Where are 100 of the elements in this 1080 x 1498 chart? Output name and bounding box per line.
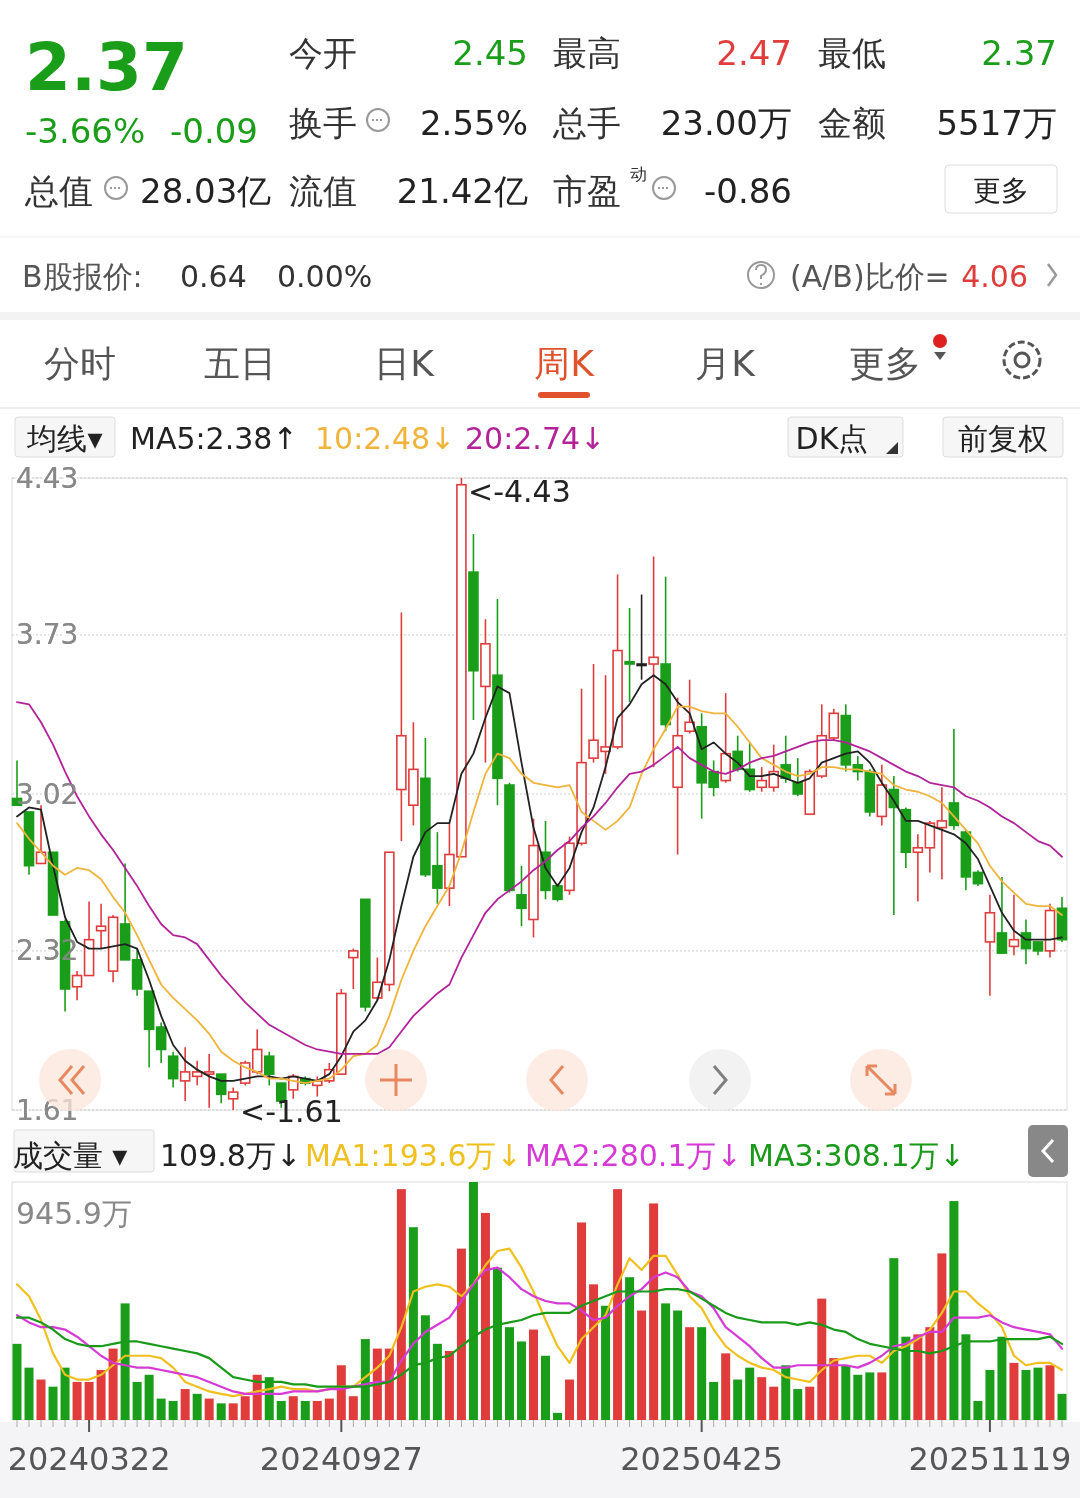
candlestick [936, 786, 948, 880]
bar [348, 1396, 358, 1420]
text: -0.09 [170, 111, 258, 151]
annotation: <-4.43 [468, 474, 571, 509]
y-tick-label: 1.61 [16, 1093, 79, 1127]
text: 总手 [552, 103, 621, 143]
bar [577, 1222, 587, 1420]
text: 总值 [24, 171, 93, 211]
bar [541, 1355, 551, 1420]
text: 日K [374, 343, 436, 384]
text: 4.06 [961, 259, 1028, 294]
annotation: 945.9万 [16, 1196, 132, 1231]
bar [685, 1327, 695, 1420]
text: 周K [534, 343, 596, 384]
bar [853, 1374, 863, 1420]
bar [312, 1400, 322, 1420]
text: 金额 [818, 103, 886, 143]
bar [661, 1303, 671, 1420]
text: 月K [695, 343, 757, 384]
candlestick [263, 1050, 275, 1087]
bar [216, 1403, 226, 1420]
bar [817, 1298, 827, 1420]
bar [1021, 1370, 1031, 1420]
text: 最低 [818, 33, 886, 73]
bar [709, 1381, 719, 1420]
text: -0.86 [704, 171, 792, 211]
bar [480, 1212, 490, 1420]
bar [565, 1379, 575, 1420]
text: 分时 [44, 343, 116, 384]
candlestick [912, 833, 924, 903]
candlestick [636, 593, 647, 681]
text: -3.66% [25, 111, 146, 151]
bar [168, 1400, 178, 1420]
bar [48, 1386, 58, 1420]
text: 10:2.48↓ [315, 421, 456, 456]
text: 2.37 [25, 29, 188, 106]
bar [601, 1305, 611, 1420]
bar [841, 1365, 851, 1420]
bar [180, 1389, 190, 1420]
bar [132, 1381, 142, 1420]
candlestick [71, 970, 83, 1001]
text: 21.42亿 [396, 171, 528, 211]
bar [192, 1393, 202, 1420]
x-tick-label: 20250425 [620, 1440, 784, 1478]
text: (A/B)比价= [790, 259, 950, 294]
annotation: <-1.61 [240, 1094, 343, 1129]
bar [336, 1365, 346, 1420]
bar [877, 1372, 887, 1420]
bar [516, 1341, 526, 1420]
x-tick-label: 20240322 [7, 1440, 171, 1478]
bar [829, 1358, 839, 1420]
bar [72, 1381, 82, 1420]
bar [396, 1189, 406, 1420]
text: 流值 [289, 171, 357, 211]
bar [913, 1334, 923, 1420]
text: 更多 [849, 343, 921, 384]
bar [805, 1386, 815, 1420]
bar [84, 1381, 94, 1420]
bar [60, 1367, 70, 1420]
x-tick-label: 20240927 [259, 1440, 423, 1478]
bar [156, 1398, 166, 1420]
bar [204, 1398, 214, 1420]
text: 2.37 [981, 33, 1057, 73]
bar [108, 1348, 118, 1420]
bar [456, 1248, 466, 1420]
candlestick [792, 757, 804, 798]
bar [637, 1310, 647, 1420]
bar [973, 1400, 983, 1420]
bar [300, 1400, 310, 1420]
bar [324, 1398, 334, 1420]
text: 换手 [289, 103, 357, 143]
text: MA2:280.1万↓ [525, 1138, 742, 1173]
bar [649, 1203, 659, 1420]
bar [865, 1372, 875, 1420]
bar [1045, 1365, 1055, 1420]
y-tick-label: 3.73 [16, 618, 79, 652]
bar [444, 1350, 454, 1420]
candlestick [167, 1050, 179, 1089]
bar [24, 1367, 34, 1420]
text: 成交量 ▾ [12, 1138, 128, 1173]
candlestick [684, 678, 695, 735]
text: 更多 [973, 174, 1029, 207]
candlestick [155, 1021, 167, 1064]
bar [1033, 1367, 1043, 1420]
bar [144, 1374, 154, 1420]
text: 0.64 [180, 259, 247, 294]
bar [937, 1253, 947, 1420]
bar [504, 1327, 514, 1420]
bar [769, 1386, 779, 1420]
bar [745, 1367, 755, 1420]
bar [985, 1370, 995, 1420]
bar [276, 1400, 286, 1420]
bar [12, 1343, 22, 1420]
bar [757, 1377, 767, 1420]
y-tick-label: 4.43 [16, 461, 79, 495]
bar [673, 1310, 683, 1420]
text: 前复权 [958, 421, 1048, 456]
bar [793, 1389, 803, 1420]
text: MA1:193.6万↓ [305, 1138, 522, 1173]
text: 均线▾ [26, 421, 103, 456]
